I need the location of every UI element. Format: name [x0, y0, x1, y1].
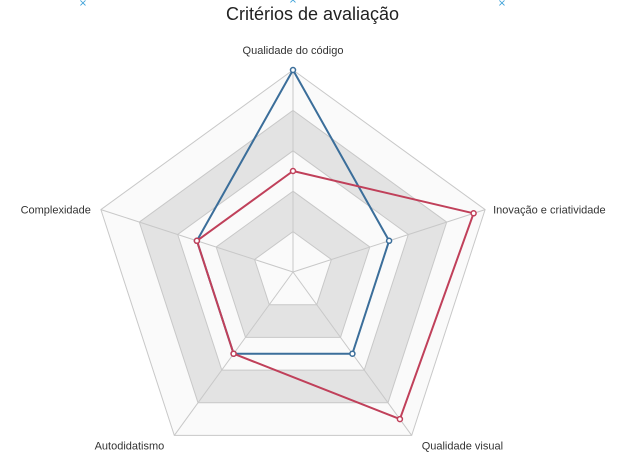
- axis-label-1: Qualidade do código: [243, 45, 344, 57]
- radar-axis-labels: Qualidade do código Inovação e criativida…: [21, 0, 606, 452]
- top-marker-2: ×: [289, 0, 297, 6]
- series-2-point-4[interactable]: [230, 350, 237, 357]
- axis-label-3: Qualidade visual: [422, 440, 503, 452]
- top-marker-1: ×: [79, 0, 87, 9]
- series-line-1: [195, 69, 391, 355]
- series-2-point-2[interactable]: [470, 210, 477, 217]
- top-marker-3: ×: [498, 0, 506, 9]
- series-line-2: [195, 170, 475, 421]
- series-1-point-3[interactable]: [349, 350, 356, 357]
- axis-label-5: Complexidade: [21, 205, 91, 217]
- series-2-point-5[interactable]: [193, 237, 201, 245]
- axis-label-2: Inovação e criatividade: [493, 205, 606, 217]
- series-1-point-1[interactable]: [289, 66, 297, 74]
- series-2-point-1[interactable]: [289, 167, 297, 175]
- axis-label-4: Autodidatismo: [95, 440, 165, 452]
- chart-title: Critérios de avaliação: [225, 4, 400, 24]
- radar-series: [193, 66, 477, 423]
- series-1-point-2[interactable]: [385, 237, 393, 245]
- series-2-point-3[interactable]: [396, 415, 404, 423]
